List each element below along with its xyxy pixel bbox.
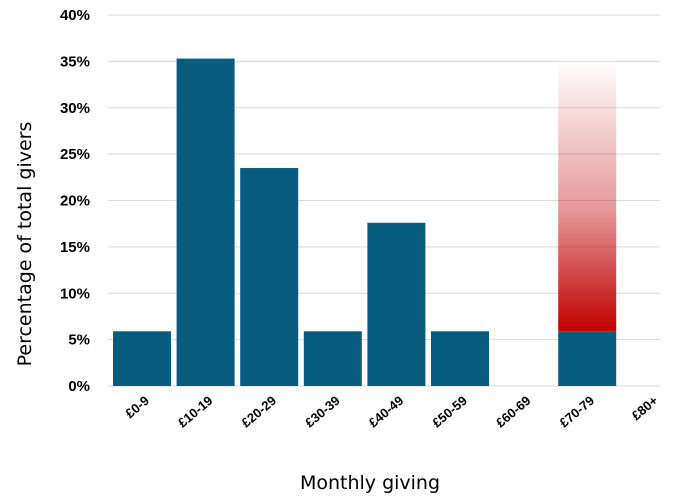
x-axis-title: Monthly giving [300, 472, 440, 494]
bar [113, 331, 171, 386]
y-tick-label: 5% [68, 332, 90, 349]
y-tick-labels: 0% 5% 10% 15% 20% 25% 30% 35% 40% [60, 7, 90, 395]
highlight-layer [558, 58, 617, 332]
x-tick-label: £60-69 [493, 393, 534, 431]
x-tick-label: £30-39 [302, 393, 343, 431]
bar [240, 168, 299, 386]
y-tick-label: 30% [60, 100, 90, 117]
y-tick-label: 35% [60, 53, 90, 70]
x-tick-label: £80+ [629, 393, 661, 424]
y-tick-label: 15% [60, 239, 90, 256]
y-tick-label: 10% [60, 285, 90, 302]
bars [113, 58, 617, 386]
x-tick-label: £10-19 [175, 393, 216, 431]
y-tick-label: 0% [68, 378, 90, 395]
x-tick-label: £70-79 [556, 393, 597, 431]
x-tick-label: £20-29 [238, 393, 279, 431]
bar [176, 58, 235, 386]
x-tick-label: £50-59 [429, 393, 470, 431]
y-tick-label: 20% [60, 193, 90, 210]
bar [303, 331, 362, 386]
bar [558, 331, 617, 386]
x-tick-label: £0-9 [122, 393, 152, 421]
y-tick-label: 25% [60, 146, 90, 163]
highlight-gradient [558, 58, 617, 332]
bar [367, 222, 426, 386]
x-tick-label: £40-49 [366, 393, 407, 431]
x-tick-labels: £0-9 £10-19 £20-29 £30-39 £40-49 £50-59 £60-69… [122, 393, 661, 431]
bar [431, 331, 489, 386]
y-axis-title: Percentage of total givers [14, 122, 36, 367]
y-tick-label: 40% [60, 7, 90, 24]
